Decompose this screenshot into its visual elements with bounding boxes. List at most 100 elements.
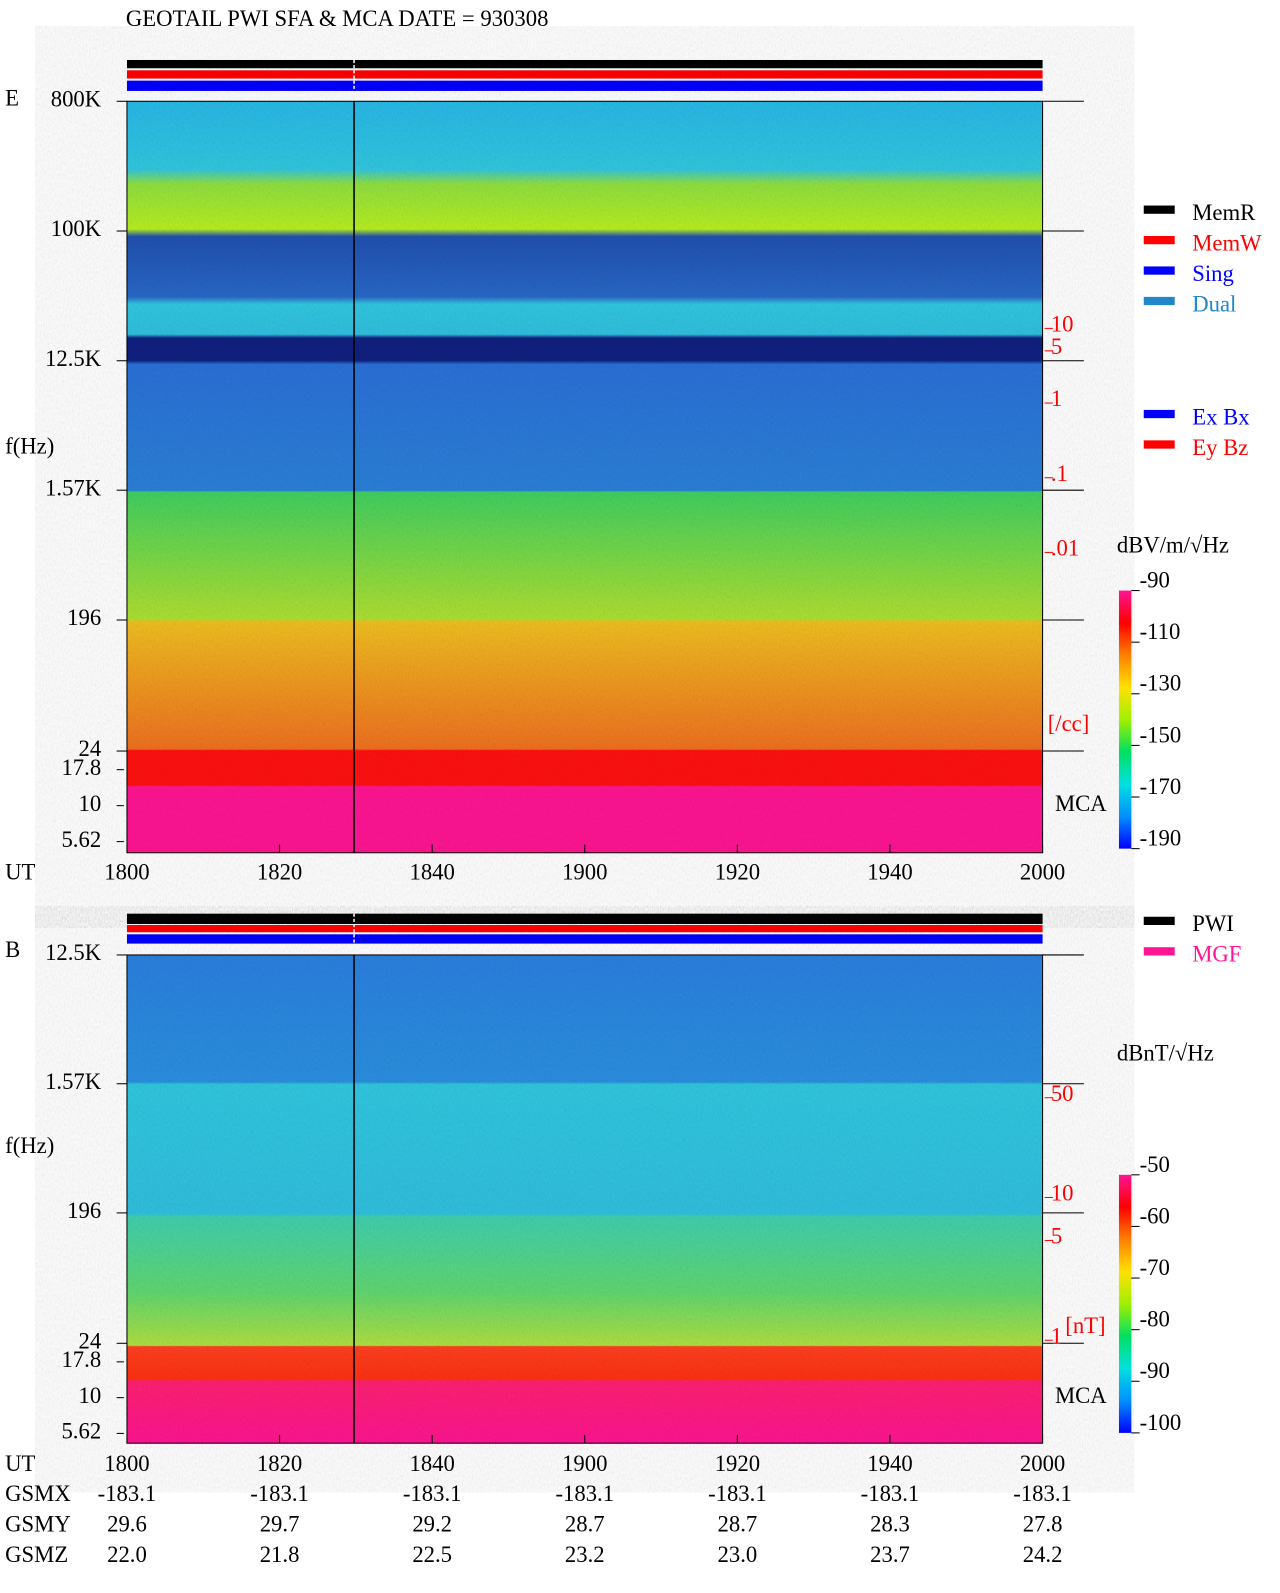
y2-tick-label: 5 — [1051, 1224, 1062, 1249]
status-bar — [126, 925, 1043, 933]
y-tick-label: 17.8 — [61, 755, 101, 780]
y-tick-label: 24 — [78, 736, 101, 761]
orbit-value: 28.7 — [718, 1512, 758, 1537]
y-tick-label: 196 — [67, 1198, 101, 1223]
y2-tick-label: 1 — [1051, 386, 1062, 411]
orbit-value: 27.8 — [1023, 1512, 1063, 1537]
y-tick-label: 10 — [78, 791, 101, 816]
legend-label: Sing — [1192, 261, 1234, 286]
legend-swatch — [1143, 235, 1175, 245]
y-tick-label: 12.5K — [45, 346, 102, 371]
colorbar — [1118, 1174, 1132, 1433]
legend-label: MemW — [1192, 230, 1262, 255]
x-tick-label: 1800 — [104, 860, 149, 885]
legend-label: Dual — [1192, 291, 1236, 316]
x-tick-label: 1840 — [409, 860, 454, 885]
orbit-row-label: GSMX — [5, 1481, 71, 1506]
orbit-value: -183.1 — [98, 1481, 157, 1506]
y-tick-label: 5.62 — [61, 827, 101, 852]
x-tick-label: 1820 — [257, 1451, 302, 1476]
legend-swatch — [1143, 409, 1175, 419]
y-tick-label: 196 — [67, 605, 101, 630]
orbit-value: -183.1 — [861, 1481, 920, 1506]
colorbar-tick-label: -90 — [1140, 568, 1170, 593]
colorbar-tick-label: -150 — [1140, 722, 1182, 747]
annotation: MCA — [1055, 1383, 1107, 1408]
colorbar-tick-label: -60 — [1140, 1203, 1170, 1228]
orbit-value: 21.8 — [260, 1542, 300, 1567]
x-tick-label: 1900 — [562, 860, 607, 885]
legend-swatch — [1143, 947, 1175, 956]
panel-label: E — [5, 85, 19, 110]
y2-tick-label: 50 — [1051, 1081, 1074, 1106]
legend-label: PWI — [1192, 911, 1234, 936]
y2-tick-label: 5 — [1051, 334, 1062, 359]
orbit-value: 29.6 — [107, 1512, 147, 1537]
colorbar-tick-label: -110 — [1140, 619, 1181, 644]
orbit-value: 22.0 — [107, 1542, 147, 1567]
y2-tick-label: .1 — [1051, 461, 1068, 486]
orbit-value: 28.3 — [870, 1512, 910, 1537]
y2-axis-label: [/cc] — [1048, 711, 1090, 736]
spectrogram-texture — [126, 954, 1043, 1444]
x-tick-label: 1820 — [257, 860, 302, 885]
x-axis-label: UT — [5, 860, 35, 885]
legend-label: Ex Bx — [1192, 404, 1250, 429]
status-bar — [126, 70, 1043, 79]
orbit-value: -183.1 — [708, 1481, 767, 1506]
colorbar-tick-label: -90 — [1140, 1358, 1170, 1383]
y-tick-label: 1.57K — [45, 475, 102, 500]
colorbar-tick-label: -190 — [1140, 826, 1182, 851]
y-tick-label: 10 — [78, 1383, 101, 1408]
orbit-value: 24.2 — [1023, 1542, 1063, 1567]
orbit-value: -183.1 — [403, 1481, 462, 1506]
y2-axis-label: [nT] — [1065, 1313, 1105, 1338]
legend-swatch — [1143, 266, 1175, 275]
orbit-value: 23.2 — [565, 1542, 605, 1567]
colorbar-tick-label: -130 — [1140, 671, 1182, 696]
legend-label: MemR — [1192, 200, 1256, 225]
colorbar-label: dBnT/√Hz — [1117, 1040, 1214, 1065]
orbit-row-label: GSMY — [5, 1512, 71, 1537]
annotation: MCA — [1055, 791, 1107, 816]
x-tick-label: 1920 — [715, 860, 760, 885]
orbit-value: 29.2 — [412, 1512, 452, 1537]
x-tick-label: 1840 — [409, 1451, 454, 1476]
orbit-value: 22.5 — [412, 1542, 452, 1567]
colorbar-tick-label: -80 — [1140, 1307, 1170, 1332]
plot-frame — [126, 100, 1044, 854]
orbit-value: -183.1 — [250, 1481, 309, 1506]
x-tick-label: 1940 — [867, 1451, 912, 1476]
colorbar-label: dBV/m/√Hz — [1117, 532, 1229, 557]
legend-label: Ey Bz — [1192, 435, 1248, 460]
y-tick-label: 17.8 — [61, 1347, 101, 1372]
colorbar-tick-label: -100 — [1140, 1410, 1182, 1435]
plot-frame — [126, 954, 1044, 1444]
y-tick-label: 24 — [78, 1328, 101, 1353]
legend-swatch — [1143, 440, 1175, 449]
spectrogram-texture — [126, 101, 1043, 853]
panel-label: B — [5, 937, 20, 962]
status-bar — [126, 934, 1043, 944]
colorbar-tick-label: -170 — [1140, 774, 1182, 799]
y-tick-label: 12.5K — [45, 940, 102, 965]
y2-tick-label: 10 — [1051, 1181, 1074, 1206]
orbit-value: 23.0 — [718, 1542, 758, 1567]
orbit-value: -183.1 — [1013, 1481, 1072, 1506]
y-tick-label: 1.57K — [45, 1069, 102, 1094]
status-bar — [126, 913, 1043, 924]
orbit-value: 23.7 — [870, 1542, 910, 1567]
orbit-row-label: GSMZ — [5, 1542, 68, 1567]
colorbar-tick-label: -50 — [1140, 1152, 1170, 1177]
x-tick-label: 1900 — [562, 1451, 607, 1476]
colorbar-tick-label: -70 — [1140, 1255, 1170, 1280]
y-tick-label: 800K — [51, 86, 102, 111]
x-tick-label: 2000 — [1020, 1451, 1065, 1476]
y2-tick-label: 1 — [1051, 1323, 1062, 1348]
status-bar — [126, 80, 1043, 91]
title: GEOTAIL PWI SFA & MCA DATE = 930308 — [126, 6, 549, 31]
legend-label: MGF — [1192, 942, 1241, 967]
x-tick-label: 1920 — [715, 1451, 760, 1476]
